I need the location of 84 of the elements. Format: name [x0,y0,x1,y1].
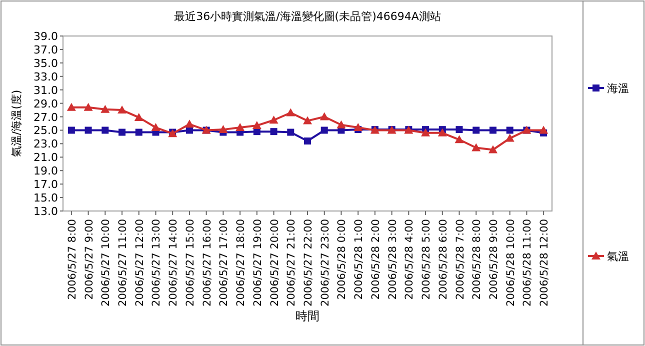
point [505,134,514,142]
y-tick-label: 27.0 [34,110,58,124]
point [236,123,245,132]
y-tick-label: 39.0 [34,30,58,43]
legend-label: 海溫 [607,82,629,95]
x-tick-label: 2006/5/27 12:00 [134,219,146,306]
y-tick-label: 17.0 [34,178,58,192]
x-tick-label: 2006/5/28 6:00 [437,219,450,300]
x-tick-label: 2006/5/27 21:00 [286,219,298,306]
point [304,138,311,144]
x-tick-label: 2006/5/28 11:00 [522,219,534,306]
y-tick-label: 35.0 [34,56,58,70]
point [320,112,329,120]
legend-label: 氣溫 [607,250,629,263]
x-tick-label: 2006/5/28 1:00 [353,219,366,300]
x-tick-label: 2006/5/28 4:00 [404,219,416,300]
point [66,102,76,111]
x-tick-label: 2006/5/28 12:00 [538,219,551,306]
point [269,116,278,124]
x-tick-label: 2006/5/28 2:00 [370,219,382,300]
y-tick-label: 25.0 [34,124,58,138]
x-tick-label: 2006/5/27 20:00 [268,219,281,306]
x-axis-title: 時間 [296,309,320,323]
y-tick-label: 13.0 [34,205,58,218]
x-tick-label: 2006/5/27 22:00 [302,219,314,306]
y-axis-title: 氣溫/海溫(度) [10,90,23,158]
x-tick-label: 2006/5/27 17:00 [218,219,230,306]
x-tick-label: 2006/5/28 9:00 [488,219,500,300]
chart-title: 最近36小時實測氣溫/海溫變化圖(未品管)46694A測站 [174,10,441,23]
x-tick-label: 2006/5/27 14:00 [168,219,180,306]
x-tick-label: 2006/5/27 10:00 [100,219,112,306]
point [489,126,496,134]
point [438,128,447,136]
point [270,128,278,136]
x-tick-label: 2006/5/28 7:00 [454,219,466,300]
point [303,116,312,124]
point [102,126,109,134]
point [118,128,126,136]
point [252,121,262,130]
point [320,126,328,134]
point [100,104,110,113]
point [336,120,346,128]
point [354,123,363,132]
x-tick-label: 2006/5/28 8:00 [471,219,484,300]
x-tick-label: 2006/5/27 11:00 [117,219,130,306]
point [68,126,75,134]
point [454,135,464,144]
y-tick-label: 15.0 [34,192,58,205]
x-tick-label: 2006/5/28 5:00 [420,219,433,300]
point [84,126,92,134]
y-tick-label: 29.0 [34,97,58,110]
point [151,123,160,132]
point [184,120,194,128]
point [286,108,296,116]
y-tick-label: 23.0 [34,138,58,151]
x-tick-label: 2006/5/28 10:00 [504,219,517,306]
x-tick-label: 2006/5/27 9:00 [83,219,96,300]
x-tick-label: 2006/5/28 3:00 [386,219,399,300]
x-tick-label: 2006/5/28 0:00 [336,219,348,300]
point [472,126,480,134]
point [135,128,142,136]
point [134,112,144,121]
y-tick-label: 31.0 [34,84,58,97]
point [506,126,514,134]
point [118,106,127,114]
point [287,128,294,136]
point [539,126,548,134]
y-tick-label: 33.0 [34,70,58,84]
x-tick-label: 2006/5/27 16:00 [201,219,214,306]
x-tick-label: 2006/5/27 13:00 [150,219,163,306]
point [84,102,93,111]
x-tick-label: 2006/5/27 18:00 [235,219,248,306]
x-tick-label: 2006/5/27 8:00 [66,219,78,300]
point [488,145,498,154]
x-tick-label: 2006/5/27 19:00 [252,219,264,306]
point [218,125,228,134]
point [456,126,463,134]
y-tick-label: 37.0 [34,43,58,56]
x-tick-label: 2006/5/27 23:00 [319,219,332,306]
y-tick-label: 21.0 [34,151,58,164]
x-tick-label: 2006/5/27 15:00 [184,219,196,306]
point [421,128,430,136]
y-tick-label: 19.0 [34,164,58,178]
point [472,143,481,152]
